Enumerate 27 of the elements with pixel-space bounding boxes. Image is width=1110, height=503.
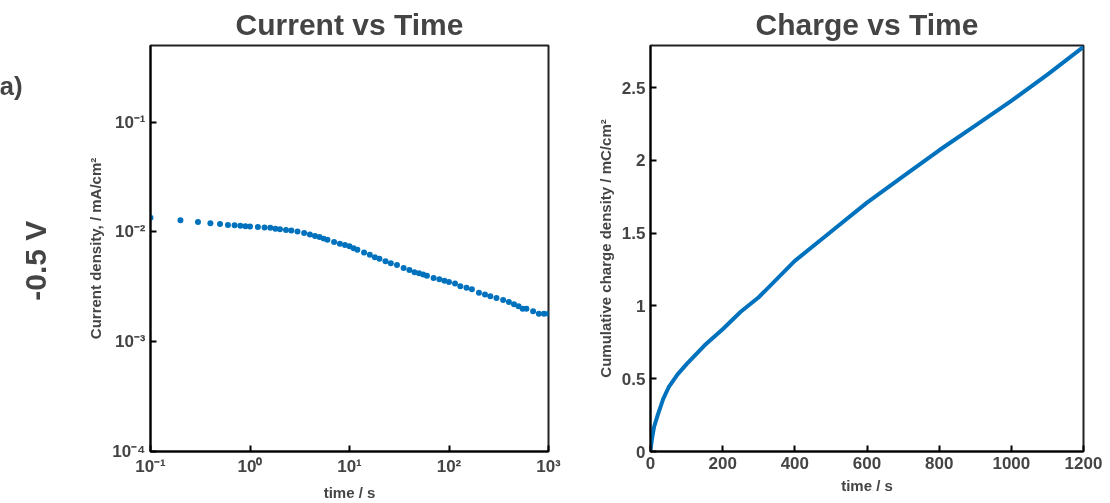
x-tick-label: 400 (780, 453, 810, 473)
x-tick-label: 10² (436, 456, 462, 476)
y-tick-label: 2 (636, 151, 646, 171)
x-tick-label: 1000 (992, 453, 1031, 473)
y-tick-label: 10⁻³ (114, 332, 146, 352)
x-tick-label: 200 (708, 453, 737, 473)
x-axis-title: time / s (841, 476, 893, 494)
y-tick-label: 1.5 (621, 224, 646, 244)
x-tick-label: 10¹ (337, 456, 363, 476)
y-axis-title: Cumulative charge density / mC/cm² (596, 119, 614, 378)
y-tick-label: 0.5 (621, 369, 646, 389)
line-series (650, 45, 1084, 452)
y-tick-label: 2.5 (621, 78, 646, 98)
chart-title: Charge vs Time (755, 7, 979, 41)
x-tick-label: 1200 (1064, 453, 1103, 473)
x-tick-label: 10³ (536, 456, 562, 476)
text: a) (0, 71, 23, 102)
y-axis-title: Current density, / mA/cm² (87, 157, 105, 340)
x-tick-label: 10⁰ (237, 456, 263, 476)
chart-title: Current vs Time (235, 7, 464, 41)
x-tick-label: 600 (852, 453, 882, 473)
x-tick-label: 800 (924, 453, 954, 473)
y-tick-label: 10⁻¹ (114, 112, 146, 132)
y-tick-label: 10⁻² (114, 222, 146, 242)
x-axis-title: time / s (323, 483, 376, 501)
y-tick-label: 1 (636, 296, 646, 316)
text: -0.5 V (19, 220, 52, 301)
